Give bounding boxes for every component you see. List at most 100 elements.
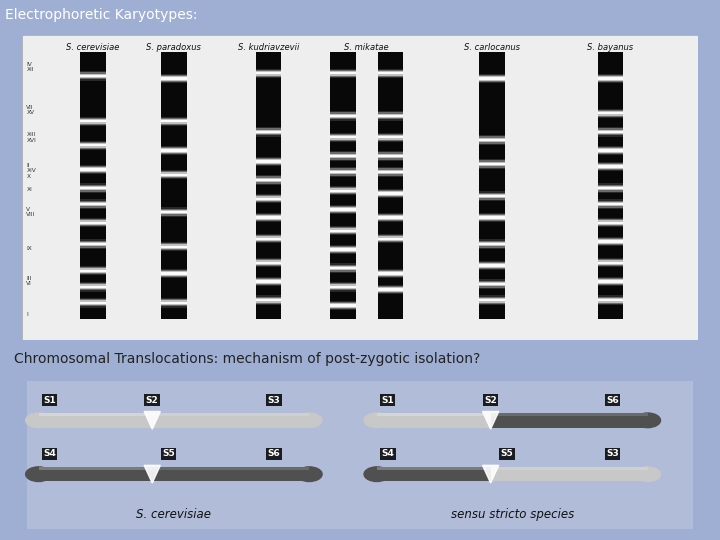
Bar	[598, 259, 624, 266]
Bar	[80, 71, 106, 80]
Bar	[598, 165, 624, 168]
Bar	[598, 239, 624, 244]
Bar	[80, 165, 106, 174]
Bar	[161, 300, 186, 305]
Text: V
VIII: V VIII	[27, 207, 35, 217]
Bar	[161, 243, 186, 250]
Bar	[598, 77, 624, 80]
Bar	[479, 243, 505, 245]
Bar	[598, 298, 624, 302]
Polygon shape	[144, 411, 161, 429]
Text: VII
XV: VII XV	[27, 105, 35, 115]
Bar	[80, 302, 106, 304]
Bar	[479, 282, 505, 287]
Bar	[80, 117, 106, 126]
Bar	[598, 75, 624, 82]
Bar	[161, 242, 186, 252]
Bar	[377, 135, 403, 140]
Bar	[80, 266, 106, 275]
Bar	[479, 262, 505, 269]
Bar	[479, 283, 505, 285]
Bar	[377, 170, 403, 174]
Bar	[330, 190, 356, 192]
Bar	[598, 147, 624, 154]
Circle shape	[26, 413, 51, 428]
Bar	[377, 288, 403, 291]
Text: S2: S2	[485, 395, 497, 404]
Bar	[598, 111, 624, 116]
Bar	[598, 220, 624, 225]
Bar	[80, 203, 106, 205]
Bar	[377, 167, 403, 177]
Bar	[377, 154, 403, 158]
Bar	[330, 206, 356, 213]
Bar	[479, 193, 505, 200]
Bar	[479, 279, 505, 289]
Circle shape	[26, 467, 51, 482]
Bar	[256, 261, 282, 264]
Bar	[330, 69, 356, 78]
Bar	[256, 70, 282, 77]
Bar	[80, 184, 106, 193]
Circle shape	[297, 467, 322, 482]
Text: S5: S5	[162, 449, 175, 458]
Bar	[330, 168, 356, 176]
Bar	[330, 72, 356, 75]
Bar	[161, 150, 186, 152]
Bar	[598, 280, 624, 282]
Text: S1: S1	[43, 395, 55, 404]
Bar	[377, 272, 403, 275]
Bar	[377, 188, 403, 198]
Bar	[80, 300, 106, 305]
Bar	[377, 270, 403, 277]
Polygon shape	[482, 411, 499, 429]
Bar	[377, 134, 403, 141]
Bar	[256, 259, 282, 266]
Bar	[161, 117, 186, 126]
Bar	[256, 235, 282, 242]
Bar	[256, 237, 282, 241]
Bar	[256, 129, 282, 136]
Bar	[598, 277, 624, 286]
Bar	[80, 239, 106, 249]
Bar	[256, 157, 282, 166]
Text: Chromosomal Translocations: mechanism of post-zygotic isolation?: Chromosomal Translocations: mechanism of…	[14, 352, 480, 366]
Text: IX: IX	[27, 246, 32, 251]
Bar	[479, 163, 505, 165]
Bar	[256, 278, 282, 285]
Bar	[330, 115, 356, 117]
Bar	[377, 213, 403, 222]
Bar	[152, 467, 310, 482]
Bar	[330, 303, 356, 308]
Bar	[598, 148, 624, 153]
Bar	[330, 246, 356, 253]
Bar	[330, 305, 356, 307]
Bar	[598, 261, 624, 264]
Bar	[330, 151, 356, 161]
Bar	[256, 197, 282, 201]
Bar	[377, 72, 403, 75]
Text: Electrophoretic Karyotypes:: Electrophoretic Karyotypes:	[5, 8, 197, 22]
Bar	[598, 76, 624, 81]
Bar	[80, 268, 106, 273]
Bar	[598, 74, 624, 83]
Bar	[377, 271, 403, 276]
Bar	[377, 234, 403, 244]
Bar	[479, 138, 505, 143]
Bar	[598, 202, 624, 206]
Bar	[377, 155, 403, 157]
Bar	[479, 299, 505, 301]
Bar	[80, 144, 106, 146]
Bar	[377, 168, 403, 176]
Bar	[377, 238, 403, 240]
Bar	[161, 271, 186, 276]
Bar	[330, 112, 356, 119]
Bar	[161, 302, 186, 304]
Bar	[256, 130, 282, 134]
Bar	[39, 413, 152, 428]
Bar	[256, 178, 282, 183]
Bar	[256, 195, 282, 202]
Bar	[598, 299, 624, 301]
Bar	[598, 162, 624, 171]
Bar	[256, 277, 282, 286]
